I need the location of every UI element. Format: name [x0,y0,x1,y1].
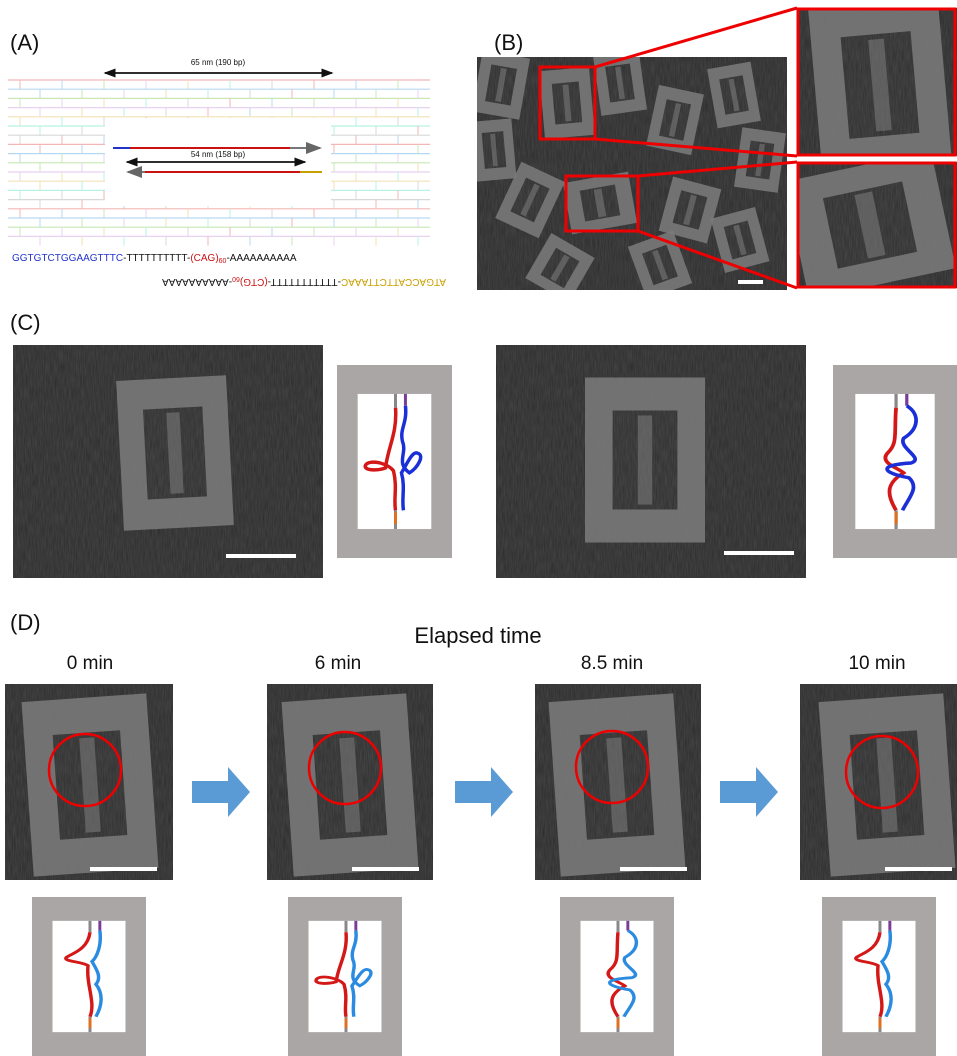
seq-part: -AAAAAAAAAA [162,276,232,287]
inner-length: 54 nm (158 bp) [191,150,246,159]
afm-noise [267,684,433,880]
afm-noise [13,345,323,578]
panel-label: (A) [10,30,39,55]
seq-part: -TTTTTTTTTT- [123,253,190,264]
time-arrow [192,767,250,817]
afm-noise [797,8,957,156]
outer-length: 65 nm (190 bp) [191,58,246,67]
bottom-strand: ATGACCATTCTTAAAC-TTTTTTTTTTT-(CTG)60-AAA… [162,275,446,287]
seq-part: (CAG) [190,253,218,264]
afm-zoom [784,0,957,299]
afm-noise [535,684,701,880]
time-label: 10 min [848,653,905,674]
time-label: 0 min [67,653,113,674]
bottom-strand-group: ATGACCATTCTTAAAC-TTTTTTTTTTT-(CTG)60-AAA… [162,275,446,287]
seq-part: -TTTTTTTTTTT- [268,276,341,287]
afm-noise [797,162,957,288]
afm-noise [496,345,806,578]
afm-noise [477,57,787,290]
seq-part: 60 [219,258,227,265]
time-arrow [720,767,778,817]
afm-noise [800,684,957,880]
seq-part: 60 [232,275,240,282]
afm-timeseries [5,684,957,1056]
top-strand: GGTGTCTGGAAGTTTC-TTTTTTTTTT-(CAG)60-AAAA… [12,253,297,265]
panel-label: (D) [10,610,41,635]
seq-part: (CTG) [240,276,268,287]
time-label: 8.5 min [581,653,643,674]
seq-part: ATGACCATTCTTAAAC [341,276,446,287]
time-arrow [455,767,513,817]
elapsed-title: Elapsed time [414,623,541,648]
time-label: 6 min [315,653,361,674]
afm-noise [5,684,173,880]
panel-label: (B) [494,30,523,55]
seq-part: GGTGTCTGGAAGTTTC [12,253,123,264]
afm-single [13,345,957,578]
seq-part: -AAAAAAAAAA [226,253,296,264]
panel-label: (C) [10,310,41,335]
figure: (A) (B) (C) (D) 65 nm (190 bp) 54 nm (15… [0,0,957,1056]
